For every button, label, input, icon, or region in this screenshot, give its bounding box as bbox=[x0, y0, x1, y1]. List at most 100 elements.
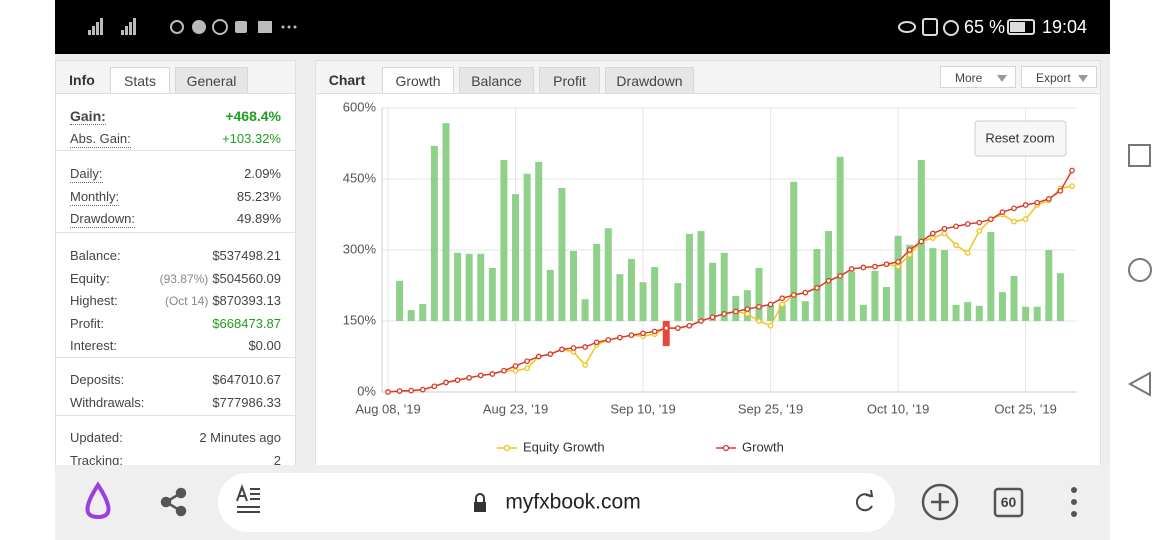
point bbox=[1011, 205, 1017, 212]
bar bbox=[569, 250, 577, 321]
reader-icon[interactable] bbox=[236, 484, 260, 513]
point bbox=[686, 322, 693, 329]
bar bbox=[1022, 306, 1030, 321]
point bbox=[790, 292, 797, 298]
point bbox=[906, 247, 913, 253]
point bbox=[570, 345, 577, 351]
bar bbox=[500, 160, 508, 321]
tab[interactable]: Stats bbox=[110, 67, 170, 93]
bar bbox=[488, 267, 496, 321]
bar bbox=[720, 252, 728, 321]
bar bbox=[396, 280, 404, 321]
stat-label: Drawdown: bbox=[70, 211, 136, 228]
point bbox=[732, 308, 739, 315]
y-tick-label: 150% bbox=[343, 312, 377, 327]
point bbox=[501, 367, 507, 374]
reset-zoom-label[interactable]: Reset zoom bbox=[985, 130, 1054, 145]
point bbox=[756, 318, 762, 324]
point bbox=[848, 266, 855, 272]
stat-label: Monthly: bbox=[70, 188, 120, 206]
point bbox=[431, 383, 438, 390]
tab[interactable]: Drawdown bbox=[605, 67, 694, 93]
point bbox=[860, 264, 867, 271]
stat-value-text: $870393.13 bbox=[212, 293, 281, 308]
x-tick-label: Oct 10, '19 bbox=[867, 401, 929, 416]
bar bbox=[778, 304, 786, 321]
bar bbox=[512, 194, 520, 321]
tab[interactable]: Growth bbox=[382, 67, 454, 93]
dropdown-button[interactable]: Export bbox=[1021, 66, 1097, 88]
point bbox=[825, 277, 832, 284]
bar bbox=[1033, 306, 1041, 321]
point bbox=[605, 337, 612, 343]
url: myfxbook.com bbox=[505, 491, 640, 514]
bar bbox=[836, 156, 844, 321]
bar bbox=[871, 270, 879, 321]
back-button[interactable] bbox=[1127, 371, 1151, 397]
status-icons: 65 % 19:04 bbox=[88, 17, 1087, 37]
share-button[interactable] bbox=[160, 487, 187, 517]
stat-value: $777986.33 bbox=[212, 395, 281, 411]
stat-value: $0.00 bbox=[248, 338, 281, 354]
dropdown-button[interactable]: More bbox=[940, 66, 1016, 88]
chart: 0% 150% 300% 450% 600% Aug 08, '19 Aug 23, '19… bbox=[343, 99, 1077, 454]
bar bbox=[801, 301, 809, 321]
point bbox=[628, 332, 635, 339]
point bbox=[744, 306, 751, 313]
bar bbox=[929, 248, 937, 321]
stat-value: (Oct 14) $870393.13 bbox=[165, 293, 281, 309]
separator bbox=[56, 232, 295, 233]
stat-value-text: $504560.09 bbox=[212, 270, 281, 286]
point bbox=[999, 209, 1006, 215]
address-bar[interactable]: myfxbook.com bbox=[218, 473, 895, 532]
bar bbox=[442, 123, 450, 321]
reset-zoom-button[interactable] bbox=[974, 120, 1067, 157]
tab[interactable]: General bbox=[175, 67, 248, 93]
bar bbox=[709, 262, 717, 321]
info-tabs: Info Stats General bbox=[56, 61, 295, 94]
separator bbox=[56, 357, 295, 358]
bar bbox=[894, 235, 902, 321]
bar bbox=[767, 304, 775, 321]
clock: 19:04 bbox=[1042, 17, 1087, 37]
point bbox=[396, 388, 403, 394]
point bbox=[953, 223, 959, 230]
stat-value: 2 Minutes ago bbox=[199, 430, 281, 446]
assistant-button[interactable] bbox=[85, 481, 111, 520]
bar bbox=[848, 271, 856, 321]
bar bbox=[616, 274, 624, 321]
point bbox=[640, 330, 646, 337]
stat-value: $647010.67 bbox=[212, 372, 281, 388]
bar bbox=[1045, 250, 1053, 321]
point bbox=[1057, 187, 1064, 194]
stat-value-text: 2 bbox=[273, 452, 281, 466]
point bbox=[547, 351, 554, 357]
y-tick-label: 0% bbox=[357, 383, 376, 398]
bar bbox=[407, 310, 415, 321]
bar bbox=[732, 295, 740, 321]
point bbox=[617, 334, 623, 341]
stat-value: 2 bbox=[274, 453, 281, 466]
stat-note: (93.87%) bbox=[159, 271, 209, 286]
tab[interactable]: Profit bbox=[539, 67, 600, 93]
bar bbox=[523, 173, 531, 321]
point bbox=[930, 230, 936, 237]
x-tick-label: Oct 25, '19 bbox=[994, 401, 1056, 416]
stat-value-text: $537498.21 bbox=[212, 248, 281, 263]
tab[interactable]: Balance bbox=[459, 67, 534, 93]
recent-button[interactable] bbox=[1128, 144, 1151, 167]
stat-value-text: $777986.33 bbox=[212, 394, 281, 410]
bar bbox=[454, 252, 462, 321]
x-tick-label: Aug 23, '19 bbox=[483, 401, 548, 416]
stat-label: Equity: bbox=[70, 270, 110, 286]
point bbox=[883, 261, 890, 268]
bar bbox=[674, 283, 682, 321]
separator bbox=[56, 150, 295, 151]
point bbox=[964, 249, 971, 256]
point bbox=[987, 216, 994, 223]
stat-value-text: 49.89% bbox=[236, 211, 281, 226]
bar bbox=[627, 258, 635, 321]
bar bbox=[581, 299, 589, 321]
point bbox=[976, 228, 983, 234]
home-button[interactable] bbox=[1128, 258, 1152, 282]
